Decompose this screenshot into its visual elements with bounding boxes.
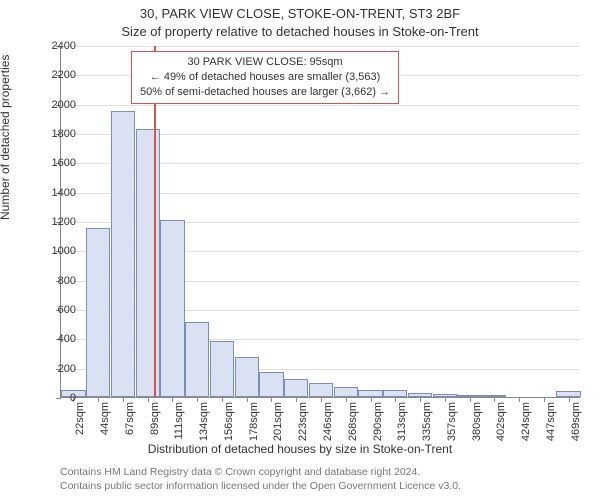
y-tick-label: 200 bbox=[36, 363, 76, 375]
y-tick-label: 1800 bbox=[36, 128, 76, 140]
x-tick-label: 44sqm bbox=[99, 402, 111, 435]
x-tick-label: 246sqm bbox=[322, 402, 334, 441]
x-tick-label: 335sqm bbox=[421, 402, 433, 441]
histogram-bar bbox=[210, 341, 234, 397]
footer-line-1: Contains HM Land Registry data © Crown c… bbox=[60, 466, 420, 478]
gridline bbox=[61, 105, 580, 106]
y-tick-label: 2000 bbox=[36, 99, 76, 111]
histogram-bar bbox=[136, 129, 160, 397]
x-tick-label: 67sqm bbox=[124, 402, 136, 435]
x-tick-label: 357sqm bbox=[446, 402, 458, 441]
histogram-bar bbox=[358, 390, 382, 397]
y-tick-label: 1600 bbox=[36, 157, 76, 169]
x-tick-label: 178sqm bbox=[248, 402, 260, 441]
footer-line-2: Contains public sector information licen… bbox=[60, 480, 461, 492]
x-tick-label: 447sqm bbox=[545, 402, 557, 441]
chart-container: 30, PARK VIEW CLOSE, STOKE-ON-TRENT, ST3… bbox=[0, 0, 600, 500]
histogram-bar bbox=[309, 383, 333, 397]
title-line-1: 30, PARK VIEW CLOSE, STOKE-ON-TRENT, ST3… bbox=[0, 6, 600, 21]
x-tick-label: 380sqm bbox=[471, 402, 483, 441]
gridline bbox=[61, 46, 580, 47]
histogram-bar bbox=[160, 220, 184, 397]
y-tick-label: 1400 bbox=[36, 187, 76, 199]
plot-area: 30 PARK VIEW CLOSE: 95sqm← 49% of detach… bbox=[60, 46, 580, 398]
y-tick-label: 800 bbox=[36, 275, 76, 287]
title-line-2: Size of property relative to detached ho… bbox=[0, 24, 600, 39]
histogram-bar bbox=[284, 379, 308, 397]
x-tick-label: 268sqm bbox=[347, 402, 359, 441]
x-tick-label: 89sqm bbox=[149, 402, 161, 435]
x-tick-label: 290sqm bbox=[372, 402, 384, 441]
annotation-line: ← 49% of detached houses are smaller (3,… bbox=[140, 70, 390, 85]
y-axis-label: Number of detached properties bbox=[0, 55, 12, 220]
x-tick-label: 402sqm bbox=[495, 402, 507, 441]
x-tick-label: 313sqm bbox=[396, 402, 408, 441]
property-annotation-box: 30 PARK VIEW CLOSE: 95sqm← 49% of detach… bbox=[131, 51, 399, 104]
histogram-bar bbox=[259, 372, 283, 397]
y-tick-label: 600 bbox=[36, 304, 76, 316]
y-tick-label: 400 bbox=[36, 333, 76, 345]
y-tick-label: 2200 bbox=[36, 69, 76, 81]
x-tick-label: 201sqm bbox=[272, 402, 284, 441]
y-tick-label: 2400 bbox=[36, 40, 76, 52]
histogram-bar bbox=[185, 322, 209, 397]
x-tick-label: 156sqm bbox=[223, 402, 235, 441]
y-tick-label: 0 bbox=[36, 392, 76, 404]
x-tick-label: 111sqm bbox=[173, 402, 185, 440]
histogram-bar bbox=[383, 390, 407, 397]
x-tick-label: 424sqm bbox=[520, 402, 532, 441]
histogram-bar bbox=[235, 357, 259, 397]
x-axis-label: Distribution of detached houses by size … bbox=[0, 442, 600, 456]
histogram-bar bbox=[334, 387, 358, 397]
annotation-line: 50% of semi-detached houses are larger (… bbox=[140, 85, 390, 100]
annotation-line: 30 PARK VIEW CLOSE: 95sqm bbox=[140, 55, 390, 70]
y-tick-label: 1200 bbox=[36, 216, 76, 228]
x-tick-label: 22sqm bbox=[74, 402, 86, 435]
x-tick-label: 134sqm bbox=[198, 402, 210, 441]
x-tick-label: 223sqm bbox=[297, 402, 309, 441]
histogram-bar bbox=[111, 111, 135, 397]
histogram-bar bbox=[86, 228, 110, 397]
y-tick-label: 1000 bbox=[36, 245, 76, 257]
x-tick-label: 469sqm bbox=[570, 402, 582, 441]
